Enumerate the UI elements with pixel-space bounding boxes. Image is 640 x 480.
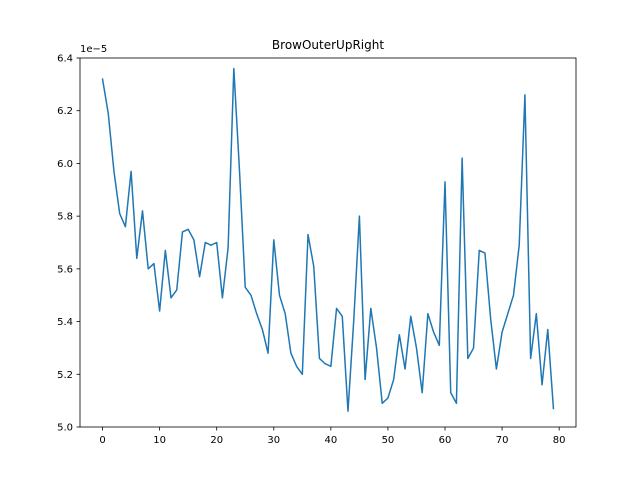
x-axis: 0 10 20 30 40 50 60 70 80 <box>99 427 566 446</box>
x-tick-label: 60 <box>439 435 452 446</box>
y-offset-label: 1e−5 <box>80 44 107 55</box>
y-axis: 5.0 5.2 5.4 5.6 5.8 6.0 6.2 6.4 <box>57 54 80 434</box>
y-tick-label: 5.8 <box>57 212 73 223</box>
y-tick-label: 6.2 <box>57 106 73 117</box>
x-tick-label: 70 <box>496 435 509 446</box>
x-tick-label: 50 <box>382 435 395 446</box>
x-tick-label: 0 <box>99 435 105 446</box>
x-tick-label: 40 <box>324 435 337 446</box>
y-tick-label: 5.0 <box>57 423 73 434</box>
y-tick-label: 5.2 <box>57 370 73 381</box>
y-tick-label: 5.6 <box>57 264 73 275</box>
y-tick-label: 6.0 <box>57 159 73 170</box>
x-tick-label: 80 <box>553 435 566 446</box>
series-line <box>101 67 555 412</box>
y-tick-label: 6.4 <box>57 54 73 65</box>
x-tick-label: 20 <box>210 435 223 446</box>
chart-title: BrowOuterUpRight <box>272 38 384 52</box>
x-tick-label: 30 <box>267 435 280 446</box>
plot-frame <box>79 57 577 428</box>
y-tick-label: 5.4 <box>57 317 73 328</box>
x-tick-label: 10 <box>153 435 166 446</box>
